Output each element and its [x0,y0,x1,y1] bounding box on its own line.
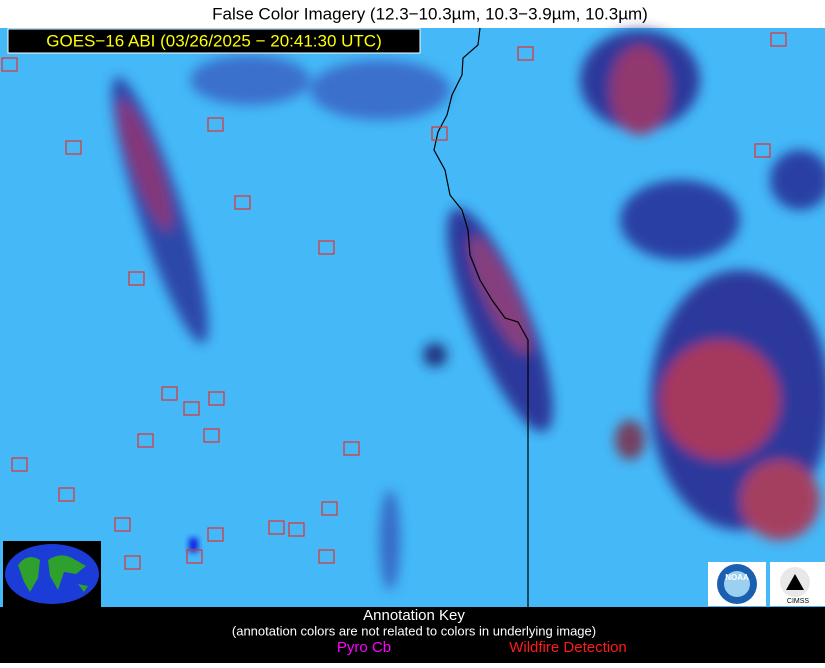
key-note: (annotation colors are not related to co… [232,623,596,638]
satellite-label-box [7,28,421,54]
noaa-text: NOAA [725,573,749,582]
key-title: Annotation Key [363,607,465,624]
noaa-logo: NOAA [708,562,766,606]
cimss-logo: CIMSS [770,562,825,606]
title: False Color Imagery (12.3−10.3µm, 10.3−3… [212,4,648,23]
globe-inset [3,541,101,607]
satellite-image [0,27,825,607]
key-pyro-cb: Pyro Cb [337,639,391,656]
satellite-label: GOES−16 ABI (03/26/2025 − 20:41:30 UTC) [46,31,381,50]
key-panel [0,607,825,663]
key-wildfire: Wildfire Detection [509,639,627,656]
cimss-text: CIMSS [787,598,810,605]
